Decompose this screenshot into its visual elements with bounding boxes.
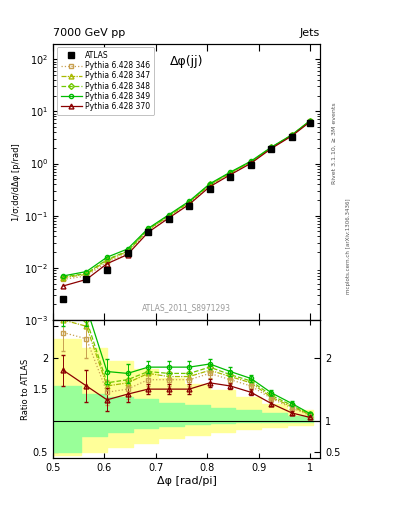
Pythia 6.428 348 [228,169,233,176]
Pythia 6.428 346 [290,132,294,138]
Pythia 6.428 349 [125,246,130,252]
Pythia 6.428 349 [308,118,312,124]
ATLAS [61,296,66,302]
ATLAS [290,134,294,140]
Pythia 6.428 348 [269,144,274,151]
Pythia 6.428 370 [248,160,253,166]
Pythia 6.428 347 [269,144,274,151]
Text: ATLAS_2011_S8971293: ATLAS_2011_S8971293 [142,303,231,312]
Pythia 6.428 370 [84,276,89,283]
X-axis label: Δφ [rad/pi]: Δφ [rad/pi] [157,476,217,486]
Pythia 6.428 347 [308,118,312,124]
Legend: ATLAS, Pythia 6.428 346, Pythia 6.428 347, Pythia 6.428 348, Pythia 6.428 349, P: ATLAS, Pythia 6.428 346, Pythia 6.428 34… [57,47,154,115]
Pythia 6.428 370 [187,201,192,207]
Pythia 6.428 347 [61,274,66,281]
Text: Δφ(jj): Δφ(jj) [170,55,204,68]
ATLAS [269,146,274,152]
Pythia 6.428 349 [187,198,192,204]
Y-axis label: Ratio to ATLAS: Ratio to ATLAS [21,358,30,420]
Pythia 6.428 346 [166,214,171,220]
Pythia 6.428 370 [290,133,294,139]
ATLAS [187,203,192,209]
Pythia 6.428 348 [248,159,253,165]
Pythia 6.428 346 [248,159,253,165]
Pythia 6.428 370 [61,283,66,289]
Pythia 6.428 370 [125,251,130,258]
Text: mcplots.cern.ch [arXiv:1306.3436]: mcplots.cern.ch [arXiv:1306.3436] [346,198,351,293]
Pythia 6.428 348 [290,132,294,138]
Pythia 6.428 348 [61,274,66,280]
Pythia 6.428 349 [105,254,109,260]
Pythia 6.428 347 [228,170,233,176]
Pythia 6.428 346 [187,200,192,206]
Pythia 6.428 348 [105,257,109,263]
Pythia 6.428 370 [308,119,312,125]
ATLAS [84,276,89,283]
Line: Pythia 6.428 370: Pythia 6.428 370 [61,119,312,288]
Text: Jets: Jets [300,28,320,38]
ATLAS [228,174,233,180]
Pythia 6.428 349 [146,225,151,231]
Pythia 6.428 347 [105,257,109,263]
ATLAS [166,216,171,222]
Pythia 6.428 348 [187,199,192,205]
Pythia 6.428 349 [208,181,212,187]
Pythia 6.428 370 [269,145,274,152]
Text: Rivet 3.1.10, ≥ 3M events: Rivet 3.1.10, ≥ 3M events [332,102,337,184]
Pythia 6.428 347 [187,199,192,205]
Pythia 6.428 346 [125,250,130,257]
Line: Pythia 6.428 348: Pythia 6.428 348 [61,119,312,279]
Pythia 6.428 370 [166,215,171,221]
Pythia 6.428 349 [248,158,253,164]
ATLAS [125,250,130,257]
Line: Pythia 6.428 347: Pythia 6.428 347 [61,119,312,280]
Pythia 6.428 348 [308,118,312,124]
Pythia 6.428 347 [125,248,130,254]
Pythia 6.428 348 [125,248,130,254]
Pythia 6.428 349 [61,273,66,279]
Pythia 6.428 347 [166,213,171,219]
Pythia 6.428 348 [84,270,89,276]
Pythia 6.428 347 [248,159,253,165]
ATLAS [248,162,253,168]
Pythia 6.428 346 [61,276,66,283]
Pythia 6.428 349 [290,132,294,138]
Pythia 6.428 348 [146,226,151,232]
Pythia 6.428 349 [228,169,233,175]
Pythia 6.428 347 [290,132,294,138]
Pythia 6.428 348 [166,212,171,219]
Pythia 6.428 346 [308,118,312,124]
Pythia 6.428 349 [269,144,274,150]
Pythia 6.428 370 [208,184,212,190]
ATLAS [308,120,312,126]
Pythia 6.428 370 [105,261,109,267]
Pythia 6.428 346 [146,227,151,233]
Pythia 6.428 346 [228,170,233,177]
ATLAS [146,229,151,236]
Pythia 6.428 346 [208,182,212,188]
Text: 7000 GeV pp: 7000 GeV pp [53,28,125,38]
Y-axis label: 1/σ;dσ/dΔφ [p/rad]: 1/σ;dσ/dΔφ [p/rad] [13,143,22,221]
Line: Pythia 6.428 349: Pythia 6.428 349 [61,119,312,278]
Pythia 6.428 348 [208,181,212,187]
Pythia 6.428 370 [228,172,233,178]
Pythia 6.428 349 [84,268,89,274]
Line: ATLAS: ATLAS [60,120,313,303]
Pythia 6.428 347 [84,271,89,278]
Pythia 6.428 346 [105,259,109,265]
Pythia 6.428 349 [166,212,171,218]
Pythia 6.428 370 [146,229,151,236]
ATLAS [105,267,109,273]
Pythia 6.428 346 [84,273,89,279]
ATLAS [208,186,212,193]
Line: Pythia 6.428 346: Pythia 6.428 346 [61,119,312,282]
Pythia 6.428 347 [208,182,212,188]
Pythia 6.428 347 [146,227,151,233]
Pythia 6.428 346 [269,145,274,151]
